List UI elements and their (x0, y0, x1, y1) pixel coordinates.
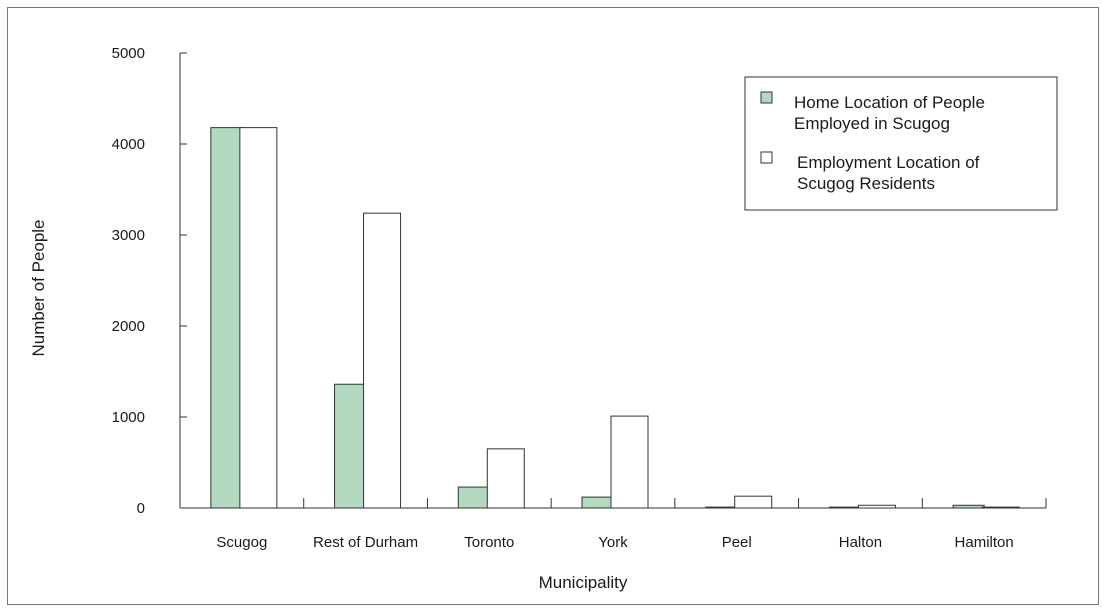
y-tick-label: 4000 (112, 136, 145, 153)
y-axis-label: Number of People (29, 219, 48, 356)
bar-home-peel (705, 506, 738, 509)
x-tick-label: Rest of Durham (313, 534, 418, 551)
legend-label: Home Location of People (794, 93, 985, 112)
bar-home-rest-of-durham (334, 383, 367, 509)
bars (210, 127, 1020, 509)
legend-box (744, 76, 1058, 211)
legend-swatch (760, 91, 773, 104)
bar-employment-hamilton (981, 506, 1020, 509)
x-tick-label: Halton (839, 534, 882, 551)
tick-labels: 0 1000 2000 3000 4000 5000 Scugog Rest of Durha… (112, 45, 1014, 551)
bar-employment-york (610, 415, 649, 509)
y-tick-label: 3000 (112, 227, 145, 244)
bar-employment-toronto (486, 448, 525, 509)
y-tick-label: 1000 (112, 409, 145, 426)
legend-label: Employment Location of (797, 153, 980, 172)
legend: Home Location of People Employed in Scugo… (744, 76, 1058, 211)
x-axis-label: Municipality (539, 573, 628, 592)
x-tick-label: Toronto (464, 534, 514, 551)
bar-home-toronto (457, 486, 490, 509)
bar-employment-scugog (239, 127, 278, 509)
bar-employment-halton (857, 504, 896, 509)
y-tick-label: 5000 (112, 45, 145, 62)
legend-label: Employed in Scugog (794, 114, 950, 133)
legend-swatch (760, 151, 773, 164)
x-tick-label: Peel (722, 534, 752, 551)
x-tick-label: Scugog (216, 534, 267, 551)
bar-home-hamilton (952, 504, 985, 509)
bar-employment-peel (734, 495, 773, 509)
legend-label: Scugog Residents (797, 174, 935, 193)
y-tick-label: 0 (137, 500, 145, 517)
bar-employment-rest-of-durham (363, 212, 402, 509)
x-tick-label: York (598, 534, 628, 551)
bar-home-halton (828, 506, 861, 509)
x-tick-label: Hamilton (955, 534, 1014, 551)
y-tick-label: 2000 (112, 318, 145, 335)
bar-home-scugog (210, 127, 243, 509)
bar-home-york (581, 496, 614, 509)
